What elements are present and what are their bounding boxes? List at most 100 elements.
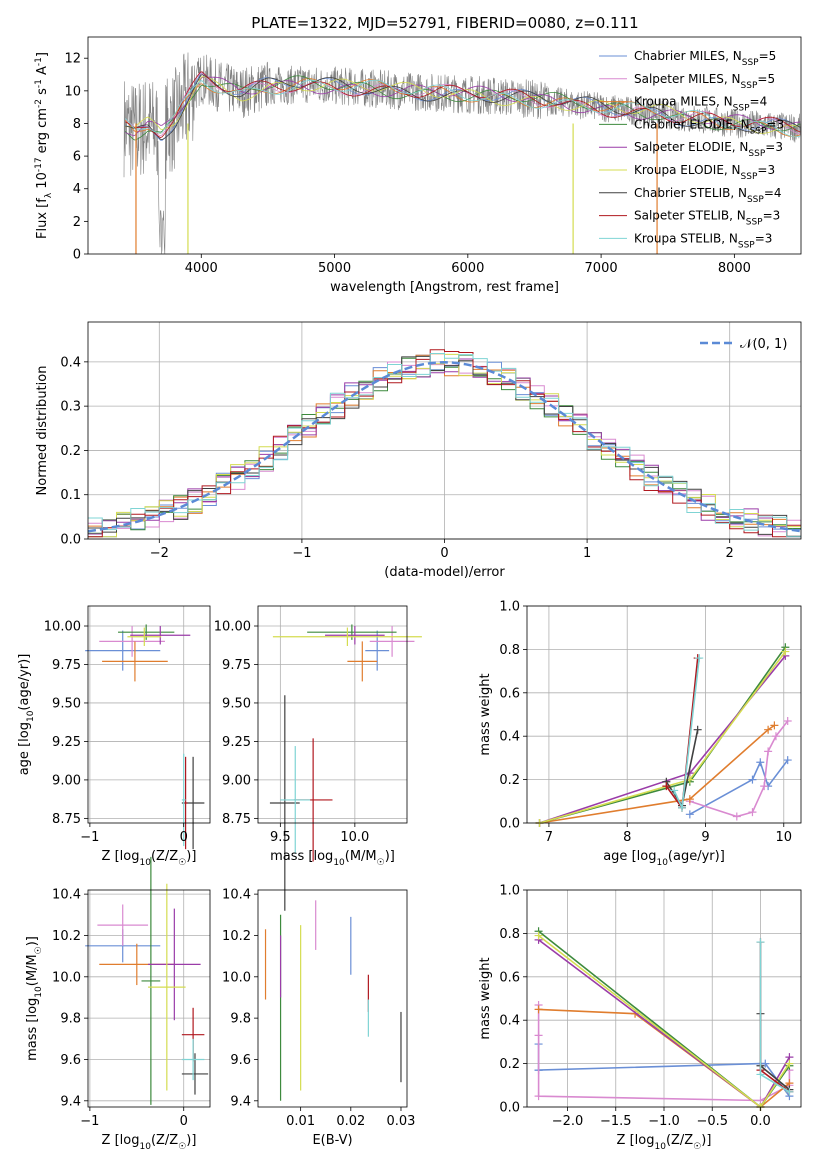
- x-axis-label: age [log10(age/yr)]: [603, 849, 725, 868]
- label-part: Flux [f: [35, 198, 50, 239]
- x-tick-label: −2: [150, 546, 169, 561]
- y-tick-label: 0: [73, 248, 81, 263]
- label-part: Kroupa STELIB, N: [634, 231, 738, 245]
- y-tick-label: 9.6: [230, 1053, 251, 1068]
- x-tick-label: 10: [776, 830, 793, 845]
- label-part: =3: [766, 117, 784, 131]
- label-part: (M/M: [345, 849, 377, 864]
- y-axis-label: Flux [fλ 10-17 erg cm-2 s-1 A-1]: [34, 52, 54, 239]
- legend-label: Salpeter STELIB, NSSP=3: [634, 209, 780, 228]
- label-part: 10: [35, 172, 50, 193]
- spectrum-panel: 4000 5000 6000 7000 8000 0 2 4 6 8 10 12 wavelength …: [34, 36, 802, 295]
- weight-marker: [756, 938, 765, 947]
- legend-label: Chabrier MILES, NSSP=5: [634, 49, 776, 68]
- label-part: (data-model)/error: [384, 565, 505, 580]
- legend-label: Kroupa STELIB, NSSP=3: [634, 231, 772, 250]
- x-tick-label: −1.0: [648, 1114, 680, 1129]
- label-part: =3: [763, 209, 781, 223]
- y-axis-label: mass weight: [478, 673, 493, 755]
- label-part: (M/M: [25, 954, 40, 986]
- label-part: 10: [140, 858, 152, 868]
- label-part: ☉: [178, 1142, 186, 1152]
- weight-marker: [756, 1070, 765, 1079]
- x-axis-label: E(B-V): [312, 1133, 352, 1148]
- y-tick-label: 0.2: [499, 773, 520, 788]
- label-part: (Z/Z: [151, 849, 178, 864]
- y-tick-label: 4: [73, 182, 81, 197]
- y-tick-label: 10.0: [222, 970, 251, 985]
- label-part: SSP: [738, 240, 755, 250]
- legend: 𝒩(0, 1): [700, 337, 787, 352]
- weight-marker: [534, 1031, 543, 1040]
- y-tick-label: 9.00: [52, 773, 81, 788]
- x-tick-label: 0.02: [336, 1114, 365, 1129]
- label-part: λ: [44, 192, 54, 198]
- label-part: (age/yr)]: [668, 849, 725, 864]
- label-part: Z [: [102, 1133, 120, 1148]
- label-part: s: [35, 88, 50, 99]
- x-tick-label: 7: [545, 830, 553, 845]
- x-tick-label: 1: [583, 546, 591, 561]
- x-axis-label: mass [log10(M/M☉)]: [270, 849, 395, 868]
- y-tick-label: 9.8: [60, 1012, 81, 1027]
- chart-title: PLATE=1322, MJD=52791, FIBERID=0080, z=0…: [251, 14, 638, 32]
- weight-marker: [670, 786, 679, 795]
- weight-marker: [662, 782, 671, 791]
- weight-marker: [756, 758, 765, 767]
- label-part: ☉: [693, 1142, 701, 1152]
- x-tick-label: 0: [180, 830, 188, 845]
- label-part: 10: [656, 858, 668, 868]
- x-tick-label: 9: [701, 830, 709, 845]
- label-part: mass [: [270, 849, 313, 864]
- label-part: SSP: [746, 218, 763, 228]
- y-tick-label: 0.1: [60, 488, 81, 503]
- weight-vs-age-marks: [535, 643, 792, 827]
- label-part: Chabrier MILES, N: [634, 49, 742, 63]
- x-tick-label: 0: [440, 546, 448, 561]
- axes-frame: [87, 889, 211, 1108]
- label-part: log: [637, 849, 657, 864]
- y-axis-label: Normed distribution: [35, 366, 50, 496]
- weight-marker: [770, 721, 779, 730]
- legend-label: Chabrier STELIB, NSSP=4: [634, 186, 782, 205]
- label-part: wavelength [Angstrom, rest frame]: [330, 280, 559, 295]
- label-part: mass [: [25, 1018, 40, 1061]
- legend-label: Salpeter ELODIE, NSSP=3: [634, 140, 783, 159]
- label-part: SSP: [748, 149, 765, 159]
- label-part: SSP: [747, 195, 764, 205]
- y-axis-label: age [log10(age/yr)]: [17, 654, 36, 776]
- y-tick-label: 9.8: [230, 1012, 251, 1027]
- x-tick-label: 0.03: [387, 1114, 416, 1129]
- model-spectrum-line: [125, 74, 801, 141]
- y-tick-label: 9.00: [222, 773, 251, 788]
- y-tick-label: 10.00: [214, 620, 251, 635]
- y-tick-label: 9.6: [60, 1053, 81, 1068]
- x-tick-label: −1.5: [600, 1114, 632, 1129]
- label-part: 10: [655, 1142, 667, 1152]
- axes-frame: [87, 36, 802, 255]
- label-part: )]: [186, 849, 196, 864]
- label-part: age [: [603, 849, 636, 864]
- label-part: log: [120, 849, 140, 864]
- weight-marker: [771, 732, 780, 741]
- y-tick-label: 10.00: [44, 620, 81, 635]
- weight-marker: [748, 775, 757, 784]
- label-part: log: [313, 849, 333, 864]
- label-part: ☉: [34, 946, 44, 954]
- weight-marker: [781, 647, 790, 656]
- y-tick-label: 9.50: [222, 696, 251, 711]
- label-part: Salpeter STELIB, N: [634, 209, 746, 223]
- y-tick-label: 10.2: [52, 929, 81, 944]
- x-tick-label: 8000: [718, 261, 751, 276]
- y-tick-label: 9.75: [222, 658, 251, 673]
- x-tick-label: −1: [292, 546, 311, 561]
- y-tick-label: 6: [73, 150, 81, 165]
- weight-line: [539, 651, 786, 824]
- spectrum-marks: [123, 52, 801, 254]
- axes-frame: [526, 605, 802, 824]
- y-tick-label: 0.4: [60, 355, 81, 370]
- label-part: A: [35, 66, 50, 79]
- y-tick-label: 9.4: [230, 1094, 251, 1109]
